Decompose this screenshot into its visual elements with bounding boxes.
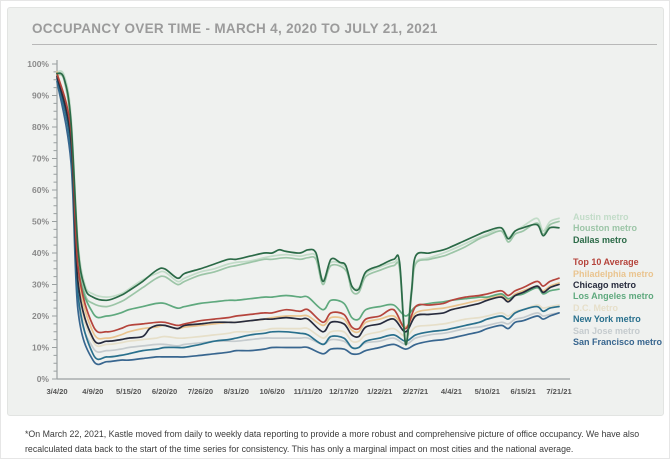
legend-item-dallas-metro: Dallas metro [573, 234, 628, 245]
x-axis-label: 6/15/21 [510, 387, 536, 396]
chart-title: OCCUPANCY OVER TIME - MARCH 4, 2020 TO J… [32, 21, 438, 36]
x-axis-label: 7/26/20 [188, 387, 213, 396]
series-line-top-10-average [56, 72, 560, 334]
legend-item-san-francisco-metro: San Francisco metro [573, 337, 663, 348]
x-axis-label: 1/22/21 [367, 387, 393, 396]
y-axis-label: 10% [32, 343, 49, 353]
y-axis-label: 50% [32, 217, 49, 227]
legend-item-austin-metro: Austin metro [573, 212, 629, 222]
x-axis-label: 3/4/20 [46, 387, 67, 396]
y-axis-label: 80% [32, 122, 49, 132]
legend-group-top10: Top 10 Average Philadelphia metro Chicago … [573, 257, 665, 348]
x-axis-label: 7/21/21 [546, 387, 572, 396]
title-underline [32, 44, 657, 45]
x-axis-label: 2/27/21 [403, 387, 429, 396]
x-axis-label: 6/20/20 [152, 387, 177, 396]
series-line-d-c-metro [56, 72, 560, 348]
chart-legend: Austin metro Houston metro Dallas metro To… [573, 212, 665, 359]
x-axis-label: 10/6/20 [259, 387, 284, 396]
legend-item-new-york-metro: New York metro [573, 314, 641, 325]
series-line-philadelphia-metro [56, 71, 560, 340]
series-line-dallas-metro [56, 72, 560, 346]
x-axis-label: 5/10/21 [475, 387, 501, 396]
series-line-houston-metro [56, 73, 560, 343]
y-axis-label: 40% [32, 248, 49, 258]
y-axis-label: 60% [32, 185, 49, 195]
series-line-new-york-metro [56, 77, 560, 361]
y-axis-label: 100% [27, 59, 49, 69]
series-line-san-jose-metro [56, 78, 560, 353]
legend-item-los-angeles-metro: Los Angeles metro [573, 291, 654, 302]
series-line-los-angeles-metro [56, 74, 560, 321]
y-axis-label: 30% [32, 280, 49, 290]
y-axis-label: 70% [32, 154, 49, 164]
x-axis-label: 4/4/21 [441, 387, 463, 396]
legend-item-san-jose-metro: San Jose metro [573, 325, 641, 336]
y-axis-label: 0% [37, 374, 50, 384]
chart-card: OCCUPANCY OVER TIME - MARCH 4, 2020 TO J… [7, 7, 664, 416]
x-axis-label: 12/17/20 [329, 387, 359, 396]
x-axis-label: 4/9/20 [82, 387, 103, 396]
legend-item-philadelphia-metro: Philadelphia metro [573, 268, 654, 279]
occupancy-line-chart: 0% 10% 20% 30% 40% 50% 60% 70% 80% 90% 100% 3/4/20 4… [27, 59, 572, 396]
legend-item-top-10-average: Top 10 Average [573, 257, 639, 268]
x-axis-label: 5/15/20 [116, 387, 141, 396]
y-axis-label: 20% [32, 311, 49, 321]
legend-item-d-c-metro: D.C. Metro [573, 302, 618, 313]
chart-footnote: *On March 22, 2021, Kastle moved from da… [25, 429, 640, 455]
x-axis-label: 8/31/20 [224, 387, 249, 396]
series-line-chicago-metro [56, 75, 560, 345]
legend-group-texas: Austin metro Houston metro Dallas metro [573, 212, 665, 246]
x-axis-label: 11/11/20 [294, 387, 323, 396]
legend-item-houston-metro: Houston metro [573, 223, 637, 234]
legend-item-chicago-metro: Chicago metro [573, 280, 637, 291]
y-axis-label: 90% [32, 91, 49, 101]
series-line-san-francisco-metro [56, 80, 560, 366]
